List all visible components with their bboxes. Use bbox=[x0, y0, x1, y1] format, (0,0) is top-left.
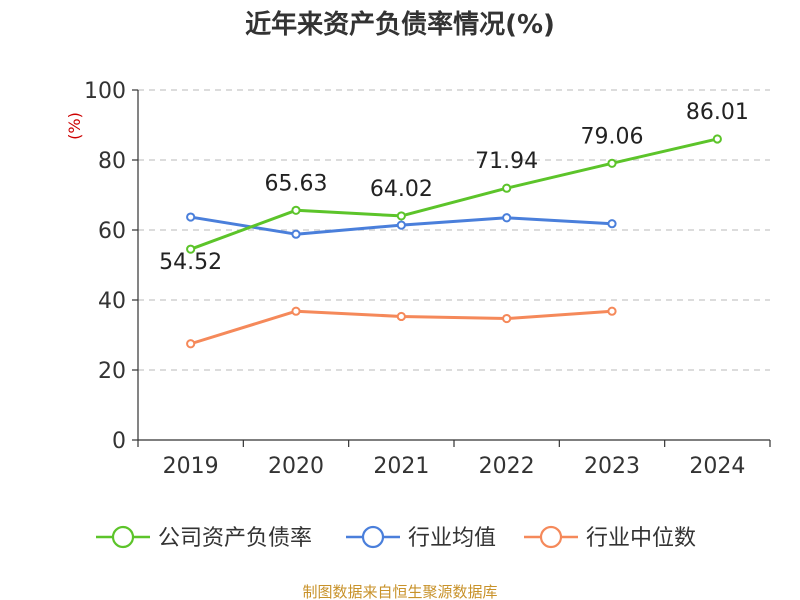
data-point bbox=[186, 339, 196, 349]
data-point bbox=[607, 158, 617, 168]
x-tick-label: 2023 bbox=[584, 454, 640, 479]
series-line bbox=[190, 137, 718, 251]
data-point bbox=[291, 306, 301, 316]
data-point bbox=[396, 311, 406, 322]
data-point bbox=[607, 306, 617, 316]
y-tick-label: 40 bbox=[98, 289, 126, 314]
data-point bbox=[186, 212, 196, 222]
x-tick-label: 2020 bbox=[268, 454, 324, 479]
chart-title: 近年来资产负债率情况(%) bbox=[245, 9, 555, 40]
legend-marker bbox=[539, 525, 563, 549]
y-tick-label: 20 bbox=[98, 359, 126, 384]
data-label: 79.06 bbox=[581, 124, 644, 149]
x-tick-label: 2024 bbox=[689, 454, 745, 479]
legend-item: 行业均值 bbox=[346, 525, 496, 551]
series-layer bbox=[186, 134, 722, 349]
x-tick-label: 2019 bbox=[163, 454, 219, 479]
data-point bbox=[396, 220, 406, 230]
data-point bbox=[502, 183, 512, 193]
data-point bbox=[712, 134, 722, 144]
data-point bbox=[186, 244, 196, 254]
legend-marker bbox=[111, 525, 135, 549]
data-point bbox=[607, 219, 617, 229]
y-tick-label: 60 bbox=[98, 219, 126, 244]
source-note: 制图数据来自恒生聚源数据库 bbox=[302, 583, 497, 600]
data-point bbox=[502, 313, 512, 324]
legend-label: 行业中位数 bbox=[586, 526, 696, 551]
data-label: 71.94 bbox=[475, 149, 538, 174]
grid bbox=[138, 89, 770, 371]
data-labels: 54.52 65.63 64.02 71.94 79.06 86.01 bbox=[159, 100, 749, 275]
y-tick-label: 0 bbox=[112, 429, 126, 454]
data-point bbox=[502, 213, 512, 223]
y-axis-unit: (%) bbox=[65, 112, 84, 140]
legend: 公司资产负债率 行业均值 行业中位数 bbox=[96, 525, 696, 551]
data-label: 64.02 bbox=[370, 177, 433, 202]
data-point bbox=[396, 211, 406, 221]
legend-item: 行业中位数 bbox=[524, 525, 696, 551]
legend-label: 公司资产负债率 bbox=[158, 526, 312, 551]
data-point bbox=[291, 229, 301, 239]
axes: 0 20 40 60 80 100 2019 2020 2021 2022 2023 2024 bbox=[84, 79, 771, 479]
data-label: 54.52 bbox=[159, 250, 222, 275]
legend-item: 公司资产负债率 bbox=[96, 525, 312, 551]
legend-label: 行业均值 bbox=[408, 526, 496, 551]
legend-marker bbox=[361, 525, 385, 549]
x-tick-label: 2021 bbox=[373, 454, 429, 479]
x-tick-label: 2022 bbox=[479, 454, 535, 479]
y-tick-label: 100 bbox=[84, 79, 126, 104]
data-point bbox=[291, 205, 301, 215]
data-label: 65.63 bbox=[265, 171, 328, 196]
data-label: 86.01 bbox=[686, 100, 749, 125]
y-tick-label: 80 bbox=[98, 149, 126, 174]
